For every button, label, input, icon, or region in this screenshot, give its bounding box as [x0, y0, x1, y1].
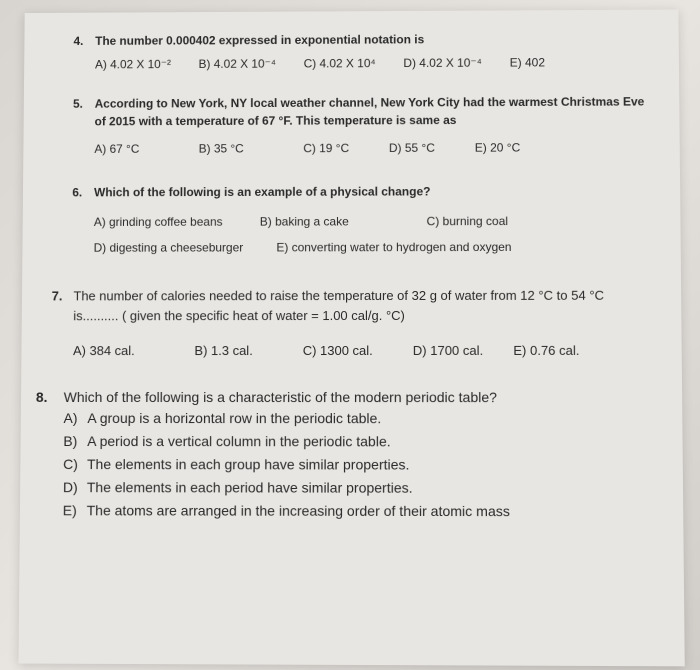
q5-number: 5.	[73, 95, 95, 113]
q8-opt-e-label: E)	[63, 500, 87, 521]
question-7: 7. The number of calories needed to rais…	[51, 286, 651, 361]
q8-opt-c-label: C)	[63, 454, 87, 475]
q6-number: 6.	[72, 183, 94, 201]
q4-opt-b: B) 4.02 X 10⁻⁴	[199, 55, 276, 73]
q8-opt-d-label: D)	[63, 477, 87, 498]
q5-options: A) 67 °C B) 35 °C C) 19 °C D) 55 °C E) 2…	[94, 138, 649, 158]
q4-opt-c: C) 4.02 X 10⁴	[304, 54, 376, 72]
q8-opt-d: The elements in each period have similar…	[87, 477, 413, 499]
q7-text-line1: The number of calories needed to raise t…	[73, 286, 651, 306]
q6-opt-b: B) baking a cake	[260, 212, 427, 230]
q4-text: The number 0.000402 expressed in exponen…	[95, 29, 649, 49]
question-8: 8. Which of the following is a character…	[35, 387, 653, 523]
q5-opt-e: E) 20 °C	[475, 139, 521, 157]
q7-opt-c: C) 1300 cal.	[303, 341, 373, 361]
question-6: 6. Which of the following is an example …	[72, 182, 651, 257]
q8-opt-e: The atoms are arranged in the increasing…	[87, 500, 510, 522]
question-5: 5. According to New York, NY local weath…	[73, 93, 650, 158]
q8-text: Which of the following is a characterist…	[64, 387, 652, 408]
q8-opt-a: A group is a horizontal row in the perio…	[87, 407, 381, 428]
q7-opt-a: A) 384 cal.	[73, 341, 135, 360]
q6-text: Which of the following is an example of …	[94, 182, 650, 201]
q4-number: 4.	[73, 32, 95, 50]
q4-opt-a: A) 4.02 X 10⁻²	[95, 55, 171, 73]
q8-opt-b-row: B) A period is a vertical column in the …	[63, 430, 652, 452]
q8-opt-c-row: C) The elements in each group have simil…	[63, 454, 652, 476]
q5-opt-d: D) 55 °C	[389, 139, 435, 157]
q4-opt-d: D) 4.02 X 10⁻⁴	[403, 54, 481, 72]
q6-opt-e: E) converting water to hydrogen and oxyg…	[276, 238, 511, 256]
q5-opt-a: A) 67 °C	[94, 140, 139, 158]
q5-opt-c: C) 19 °C	[303, 139, 349, 157]
q8-opt-e-row: E) The atoms are arranged in the increas…	[63, 500, 653, 522]
q4-options: A) 4.02 X 10⁻² B) 4.02 X 10⁻⁴ C) 4.02 X …	[95, 53, 649, 73]
q6-opt-c: C) burning coal	[427, 212, 595, 230]
q8-options: A) A group is a horizontal row in the pe…	[63, 407, 653, 522]
q7-opt-b: B) 1.3 cal.	[194, 341, 252, 360]
q8-opt-a-label: A)	[63, 407, 87, 428]
q8-opt-b-label: B)	[63, 430, 87, 451]
q8-opt-c: The elements in each group have similar …	[87, 454, 409, 476]
q6-opt-a: A) grinding coffee beans	[94, 213, 260, 231]
q6-opt-d: D) digesting a cheeseburger	[94, 238, 277, 256]
q5-text-line2: of 2015 with a temperature of 67 °F. Thi…	[95, 110, 650, 130]
q7-text-line2: is.......... ( given the specific heat o…	[73, 305, 651, 325]
q8-opt-d-row: D) The elements in each period have simi…	[63, 477, 653, 499]
q7-options: A) 384 cal. B) 1.3 cal. C) 1300 cal. D) …	[73, 341, 652, 361]
q6-options-row1: A) grinding coffee beans B) baking a cak…	[94, 212, 651, 235]
q7-opt-e: E) 0.76 cal.	[513, 341, 579, 361]
q8-opt-b: A period is a vertical column in the per…	[87, 431, 391, 452]
q8-number: 8.	[36, 387, 64, 408]
q7-opt-d: D) 1700 cal.	[413, 341, 483, 361]
question-4: 4. The number 0.000402 expressed in expo…	[73, 29, 649, 73]
q8-opt-a-row: A) A group is a horizontal row in the pe…	[63, 407, 652, 428]
q5-text-line1: According to New York, NY local weather …	[95, 93, 650, 113]
q6-options-row2: D) digesting a cheeseburger E) convertin…	[94, 238, 651, 257]
q5-opt-b: B) 35 °C	[199, 140, 244, 158]
q4-opt-e: E) 402	[510, 54, 545, 72]
q7-number: 7.	[52, 286, 74, 305]
worksheet-page: 4. The number 0.000402 expressed in expo…	[18, 10, 684, 667]
